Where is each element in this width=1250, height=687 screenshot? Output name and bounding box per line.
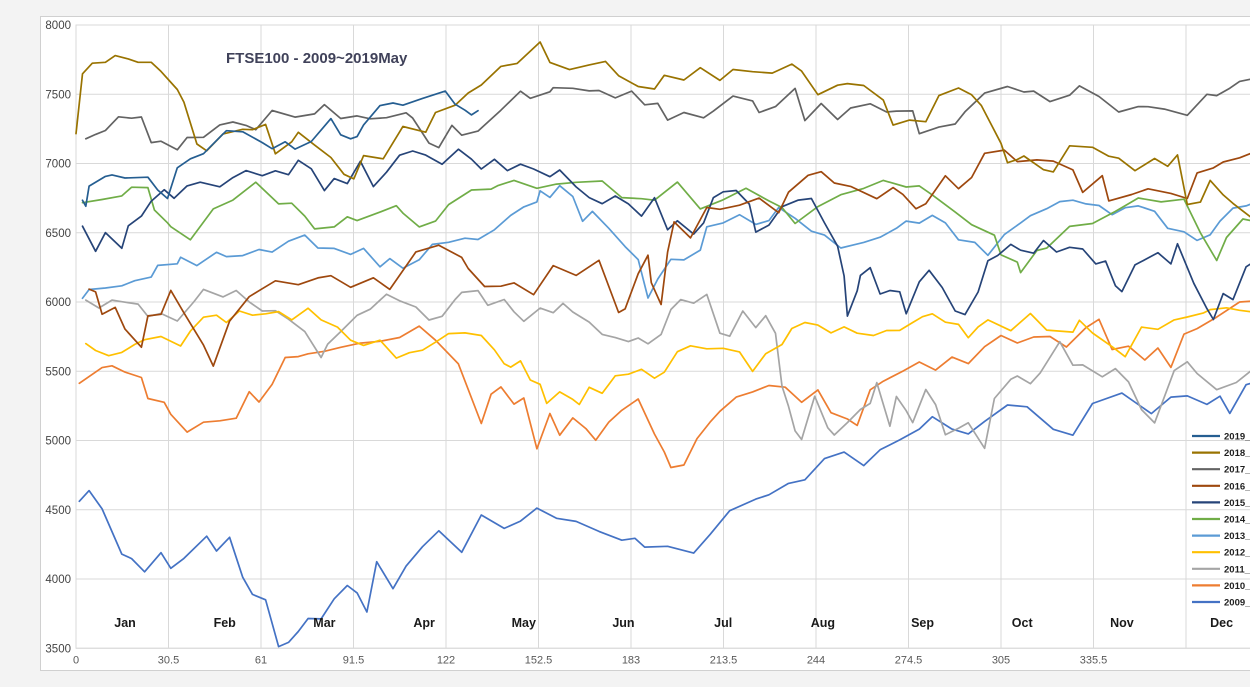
x-axis-tick-label: 305 xyxy=(992,654,1010,666)
legend-label: 2010_ xyxy=(1224,581,1250,592)
legend-label: 2015_ xyxy=(1224,498,1250,509)
legend-label: 2012_ xyxy=(1224,548,1250,559)
month-label-aug: Aug xyxy=(811,616,835,630)
legend-label: 2013_ xyxy=(1224,531,1250,542)
y-axis-tick-label: 4000 xyxy=(45,574,71,586)
month-label-jun: Jun xyxy=(612,616,634,630)
x-axis-tick-label: 335.5 xyxy=(1080,654,1108,666)
x-axis-tick-label: 244 xyxy=(807,654,825,666)
x-axis-tick-label: 274.5 xyxy=(895,654,923,666)
legend-label: 2018_ xyxy=(1224,448,1250,459)
chart-canvas[interactable]: 8000 7500 7000 6500 6000 5500 5000 4500 4000 3500… xyxy=(41,17,1250,671)
x-axis-tick-label: 91.5 xyxy=(343,654,364,666)
legend-label: 2014_ xyxy=(1224,515,1250,526)
month-label-sep: Sep xyxy=(911,616,934,630)
month-label-apr: Apr xyxy=(413,616,435,630)
x-axis-tick-label: 213.5 xyxy=(710,654,738,666)
month-label-mar: Mar xyxy=(313,616,335,630)
month-label-oct: Oct xyxy=(1012,616,1034,630)
ftse100-line-chart[interactable]: 8000 7500 7000 6500 6000 5500 5000 4500 4000 3500… xyxy=(40,16,1250,671)
month-label-jul: Jul xyxy=(714,616,732,630)
chart-title: FTSE100 - 2009~2019May xyxy=(226,50,408,67)
legend-label: 2016_ xyxy=(1224,481,1250,492)
y-axis-tick-label: 3500 xyxy=(45,643,71,655)
legend-label: 2011_ xyxy=(1224,564,1250,575)
month-label-nov: Nov xyxy=(1110,616,1134,630)
x-axis-tick-label: 30.5 xyxy=(158,654,179,666)
y-axis-tick-label: 5000 xyxy=(45,436,71,448)
y-axis-tick-label: 8000 xyxy=(45,20,71,32)
month-label-feb: Feb xyxy=(214,616,237,630)
month-label-jan: Jan xyxy=(114,616,136,630)
legend-label: 2009_ xyxy=(1224,598,1250,609)
x-axis-tick-label: 183 xyxy=(622,654,640,666)
x-axis-tick-label: 61 xyxy=(255,654,267,666)
x-axis-tick-label: 122 xyxy=(437,654,455,666)
y-axis-tick-label: 6500 xyxy=(45,228,71,240)
legend-label: 2017_ xyxy=(1224,465,1250,476)
month-label-dec: Dec xyxy=(1210,616,1233,630)
month-label-may: May xyxy=(512,616,536,630)
legend-label: 2019_ xyxy=(1224,432,1250,443)
x-axis-tick-label: 152.5 xyxy=(525,654,553,666)
y-axis-tick-label: 5500 xyxy=(45,366,71,378)
y-axis-tick-label: 4500 xyxy=(45,505,71,517)
y-axis-tick-label: 7000 xyxy=(45,159,71,171)
y-axis-tick-label: 6000 xyxy=(45,297,71,309)
x-axis-tick-label: 0 xyxy=(73,654,79,666)
y-axis-tick-label: 7500 xyxy=(45,89,71,101)
